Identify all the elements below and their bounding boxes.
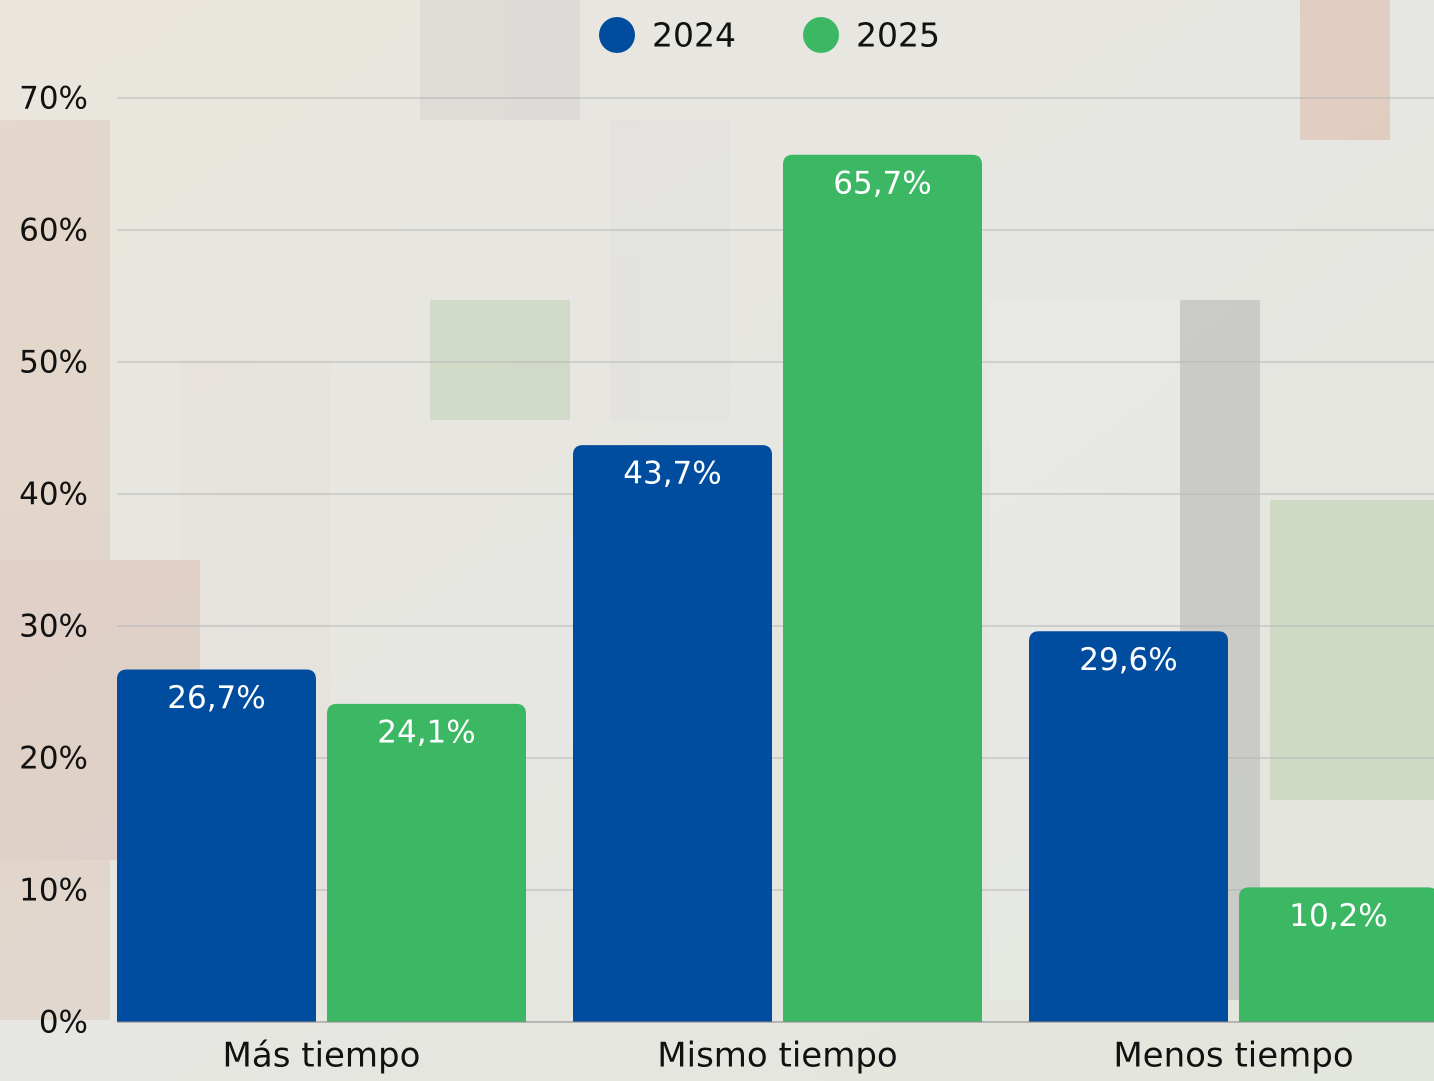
- x-tick-label: Menos tiempo: [1113, 1036, 1353, 1076]
- bar: [117, 669, 316, 1022]
- bar: [573, 445, 772, 1022]
- value-label: 29,6%: [1079, 642, 1177, 678]
- y-tick-label: 0%: [39, 1005, 88, 1041]
- value-label: 65,7%: [833, 165, 931, 201]
- x-tick-label: Mismo tiempo: [657, 1036, 897, 1076]
- y-tick-label: 40%: [19, 477, 88, 513]
- bar: [783, 154, 982, 1022]
- y-tick-label: 70%: [19, 81, 88, 117]
- value-label: 43,7%: [623, 456, 721, 492]
- y-tick-label: 60%: [19, 213, 88, 249]
- y-tick-label: 50%: [19, 345, 88, 381]
- legend-label: 2024: [652, 16, 736, 55]
- legend-marker: [803, 17, 839, 53]
- value-label: 24,1%: [377, 714, 475, 750]
- y-tick-label: 10%: [19, 873, 88, 909]
- legend-label: 2025: [856, 16, 940, 55]
- bar: [1029, 631, 1228, 1022]
- y-tick-label: 30%: [19, 609, 88, 645]
- bar: [327, 703, 526, 1022]
- bar: [1239, 887, 1434, 1022]
- x-tick-label: Más tiempo: [223, 1036, 421, 1076]
- legend-marker: [599, 17, 635, 53]
- value-label: 10,2%: [1289, 898, 1387, 934]
- y-tick-label: 20%: [19, 741, 88, 777]
- value-label: 26,7%: [167, 680, 265, 716]
